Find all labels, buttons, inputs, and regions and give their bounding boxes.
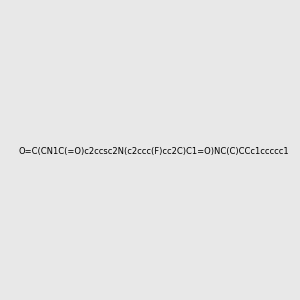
Text: O=C(CN1C(=O)c2ccsc2N(c2ccc(F)cc2C)C1=O)NC(C)CCc1ccccc1: O=C(CN1C(=O)c2ccsc2N(c2ccc(F)cc2C)C1=O)N…	[18, 147, 289, 156]
